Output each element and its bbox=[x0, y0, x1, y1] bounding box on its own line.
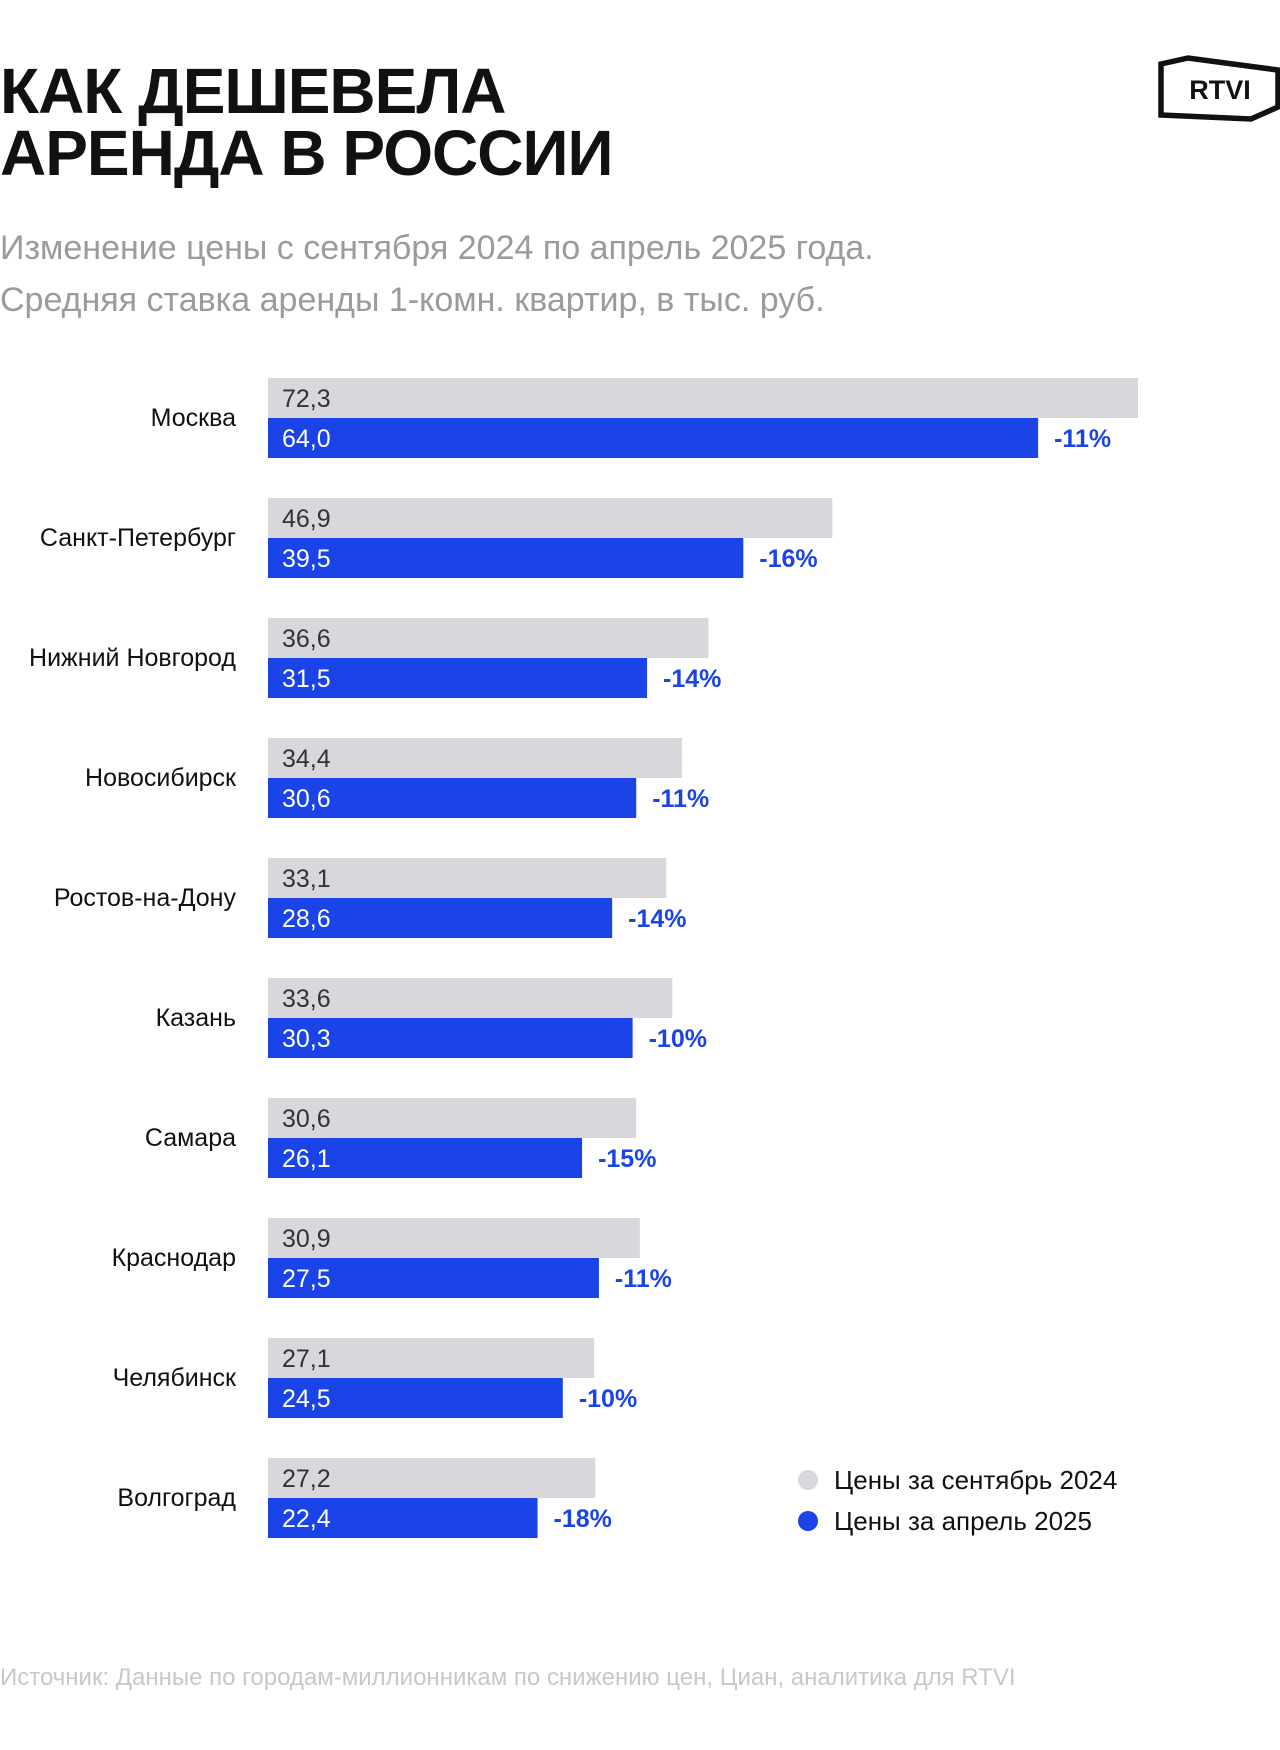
value-label-april: 30,3 bbox=[282, 1025, 331, 1053]
change-label: -14% bbox=[628, 905, 686, 933]
value-label-september: 33,6 bbox=[282, 985, 331, 1013]
value-label-april: 64,0 bbox=[282, 425, 331, 453]
bar-april bbox=[268, 418, 1039, 458]
value-label-september: 34,4 bbox=[282, 745, 331, 773]
logo-frame bbox=[1158, 55, 1280, 122]
bar-april bbox=[268, 1018, 633, 1058]
category-label: Казань bbox=[156, 1004, 236, 1032]
subtitle-line-1: Изменение цены с сентября 2024 по апрель… bbox=[0, 229, 874, 267]
subtitle: Изменение цены с сентября 2024 по апрель… bbox=[0, 222, 874, 326]
change-label: -15% bbox=[598, 1145, 656, 1173]
change-label: -16% bbox=[759, 545, 817, 573]
bar-september bbox=[268, 1098, 637, 1138]
bar-april bbox=[268, 1378, 563, 1418]
bar-april bbox=[268, 1498, 538, 1538]
bar-september bbox=[268, 618, 709, 658]
bar-september bbox=[268, 1218, 640, 1258]
bar-april bbox=[268, 538, 744, 578]
value-label-april: 31,5 bbox=[282, 665, 331, 693]
category-label: Москва bbox=[151, 404, 236, 432]
bar-april bbox=[268, 658, 648, 698]
value-label-april: 22,4 bbox=[282, 1505, 331, 1533]
bar-september bbox=[268, 1338, 595, 1378]
bar-september bbox=[268, 978, 673, 1018]
category-label: Ростов-на-Дону bbox=[54, 884, 237, 912]
category-label: Санкт-Петербург bbox=[40, 524, 236, 552]
value-label-september: 46,9 bbox=[282, 505, 331, 533]
logo-text: RTVI bbox=[1189, 75, 1251, 105]
change-label: -18% bbox=[554, 1505, 612, 1533]
bar-april bbox=[268, 1138, 583, 1178]
value-label-september: 30,9 bbox=[282, 1225, 331, 1253]
value-label-september: 27,2 bbox=[282, 1465, 331, 1493]
category-label: Краснодар bbox=[112, 1244, 236, 1272]
rtvi-logo: RTVI bbox=[1158, 55, 1280, 122]
change-label: -11% bbox=[652, 785, 709, 813]
value-label-september: 33,1 bbox=[282, 865, 331, 893]
value-label-april: 39,5 bbox=[282, 545, 331, 573]
bar-september bbox=[268, 498, 833, 538]
change-label: -10% bbox=[579, 1385, 637, 1413]
legend-label-september: Цены за сентябрь 2024 bbox=[834, 1465, 1117, 1495]
change-label: -11% bbox=[1054, 425, 1111, 453]
value-label-september: 27,1 bbox=[282, 1345, 331, 1373]
value-label-april: 27,5 bbox=[282, 1265, 331, 1293]
bar-april bbox=[268, 898, 613, 938]
change-label: -14% bbox=[663, 665, 721, 693]
value-label-april: 24,5 bbox=[282, 1385, 331, 1413]
bar-april bbox=[268, 778, 637, 818]
value-label-september: 36,6 bbox=[282, 625, 331, 653]
value-label-september: 30,6 bbox=[282, 1105, 331, 1133]
legend-marker-april bbox=[798, 1511, 818, 1531]
value-label-april: 30,6 bbox=[282, 785, 331, 813]
page-title: КАК ДЕШЕВЕЛА АРЕНДА В РОССИИ bbox=[0, 55, 613, 189]
category-label: Челябинск bbox=[113, 1364, 237, 1392]
value-label-april: 28,6 bbox=[282, 905, 331, 933]
bar-september bbox=[268, 1458, 596, 1498]
change-label: -11% bbox=[615, 1265, 672, 1293]
bar-september bbox=[268, 738, 682, 778]
category-label: Самара bbox=[145, 1124, 236, 1152]
change-label: -10% bbox=[649, 1025, 707, 1053]
legend-marker-september bbox=[798, 1470, 818, 1490]
subtitle-line-2: Средняя ставка аренды 1-комн. квартир, в… bbox=[0, 281, 825, 319]
value-label-september: 72,3 bbox=[282, 385, 331, 413]
bar-april bbox=[268, 1258, 599, 1298]
category-label: Новосибирск bbox=[85, 764, 237, 792]
legend-label-april: Цены за апрель 2025 bbox=[834, 1506, 1092, 1536]
title-line-2: АРЕНДА В РОССИИ bbox=[0, 117, 613, 189]
source-note: Источник: Данные по городам-миллионникам… bbox=[0, 1664, 1016, 1691]
value-label-april: 26,1 bbox=[282, 1145, 331, 1173]
bar-september bbox=[268, 378, 1138, 418]
bar-september bbox=[268, 858, 667, 898]
bar-chart: Москва 72,3 64,0 -11% Санкт-Петербург 46,9 39,… bbox=[29, 378, 1138, 1538]
category-label: Волгоград bbox=[117, 1484, 236, 1512]
title-line-1: КАК ДЕШЕВЕЛА bbox=[0, 55, 506, 127]
category-label: Нижний Новгород bbox=[29, 644, 236, 672]
